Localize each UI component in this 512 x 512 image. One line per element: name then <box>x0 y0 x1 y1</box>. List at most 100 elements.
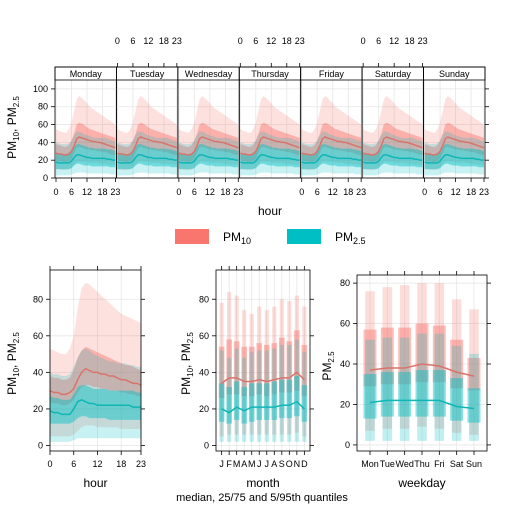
x-tick-label: 18 <box>343 187 353 197</box>
y-tick-label: 0 <box>43 173 48 183</box>
bar-5-95-pm25 <box>417 333 427 441</box>
x-tick-label: N <box>294 459 301 469</box>
median-line-pm10 <box>117 136 178 156</box>
median-line-pm25 <box>369 399 475 410</box>
median-line-pm25 <box>221 400 305 414</box>
y-tick-label: 0 <box>38 441 43 451</box>
legend-label-pm10: PM10 <box>223 230 251 246</box>
y-tick-label: 20 <box>38 155 48 165</box>
x-tick-label: 12 <box>389 36 399 46</box>
y-tick-label: 20 <box>33 404 43 414</box>
x-tick-label: D <box>301 459 308 469</box>
x-tick-label: 6 <box>130 36 135 46</box>
y-tick-label: 0 <box>345 440 350 450</box>
y-tick-label: 80 <box>33 294 43 304</box>
bar-25-75-pm25 <box>233 381 240 420</box>
y-tick-label: 80 <box>38 102 48 112</box>
x-tick-label: Sun <box>466 459 482 469</box>
x-tick-label: M <box>248 459 256 469</box>
bar-5-95-pm10 <box>469 309 479 435</box>
y-axis-title: PM10, PM2.5 <box>5 96 21 159</box>
bar-5-95-pm25 <box>382 337 393 441</box>
bar-5-95-pm25 <box>302 352 307 442</box>
median-line-pm10 <box>221 371 305 384</box>
y-axis-title: PM10, PM2.5 <box>5 332 21 395</box>
x-tick-label: 18 <box>282 36 292 46</box>
bar-25-75-pm10 <box>248 346 255 397</box>
strip-label-tuesday: Tuesday <box>130 69 165 79</box>
bar-5-95-pm25 <box>234 348 239 442</box>
bar-25-75-pm25 <box>398 372 412 417</box>
median-line-pm25 <box>55 154 116 164</box>
x-tick-label: 23 <box>356 187 366 197</box>
bar-5-95-pm10 <box>382 287 393 429</box>
median-line-pm10 <box>362 136 423 156</box>
bar-5-95-pm25 <box>365 339 375 441</box>
x-tick-label: 18 <box>405 36 415 46</box>
bar-25-75-pm25 <box>467 388 481 423</box>
strip-label-monday: Monday <box>70 69 103 79</box>
legend-swatch-pm25 <box>287 229 321 244</box>
bar-25-75-pm25 <box>301 385 308 422</box>
bar-5-95-pm10 <box>264 310 269 435</box>
bar-25-75-pm25 <box>294 376 300 417</box>
x-tick-label: 18 <box>116 459 126 469</box>
x-tick-label: 0 <box>53 187 58 197</box>
bar-25-75-pm25 <box>256 383 263 420</box>
x-tick-label: M <box>233 459 241 469</box>
x-tick-label: 18 <box>466 187 476 197</box>
bar-5-95-pm25 <box>287 344 292 442</box>
x-tick-label: 23 <box>172 36 182 46</box>
bar-25-75-pm10 <box>241 346 248 397</box>
bar-5-95-pm10 <box>272 306 277 435</box>
bar-5-95-pm10 <box>287 301 292 435</box>
x-tick-label: 18 <box>159 36 169 46</box>
median-line-pm10 <box>178 136 239 156</box>
median-line-pm25 <box>424 154 484 164</box>
median-line-pm25 <box>301 154 362 164</box>
bar-5-95-pm10 <box>365 291 375 431</box>
band-5-95-pm25 <box>50 348 141 442</box>
x-axis-title-hour: hour <box>258 204 282 218</box>
panel-border <box>49 269 142 452</box>
figure-caption: median, 25/75 and 5/95th quantiles <box>176 492 348 504</box>
bar-5-95-pm10 <box>302 306 307 437</box>
bar-5-95-pm25 <box>434 333 445 441</box>
x-tick-label: 0 <box>422 187 427 197</box>
median-line-pm10 <box>49 367 142 396</box>
x-tick-label: 0 <box>115 36 120 46</box>
y-tick-label: 80 <box>199 294 209 304</box>
median-line-pm25 <box>240 154 300 164</box>
y-tick-label: 60 <box>38 120 48 130</box>
bar-25-75-pm10 <box>286 341 293 393</box>
bar-25-75-pm25 <box>226 387 232 424</box>
bar-5-95-pm25 <box>399 337 410 441</box>
band-5-95-pm10 <box>50 282 141 437</box>
y-tick-label: 40 <box>199 367 209 377</box>
y-tick-label: 40 <box>340 359 350 369</box>
bar-5-95-pm10 <box>294 295 299 433</box>
x-tick-label: Wed <box>395 459 413 469</box>
y-tick-label: 40 <box>38 137 48 147</box>
x-tick-label: 18 <box>220 187 230 197</box>
bar-25-75-pm25 <box>278 379 285 419</box>
y-tick-label: 100 <box>33 84 48 94</box>
bar-5-95-pm25 <box>469 353 479 441</box>
x-tick-label: S <box>279 459 285 469</box>
bar-25-75-pm10 <box>226 339 232 395</box>
bar-25-75-pm10 <box>363 329 377 387</box>
x-tick-label: 0 <box>47 459 52 469</box>
median-line-pm10 <box>301 136 362 156</box>
x-tick-label: 23 <box>110 187 120 197</box>
bar-25-75-pm10 <box>415 323 429 383</box>
x-tick-label: 0 <box>238 36 243 46</box>
median-line-pm25 <box>362 154 423 164</box>
x-tick-label: 23 <box>295 36 305 46</box>
bar-25-75-pm10 <box>301 344 308 397</box>
x-tick-label: 23 <box>136 459 146 469</box>
bar-5-95-pm10 <box>227 291 232 435</box>
x-axis-title-month: month <box>246 476 279 490</box>
bar-25-75-pm25 <box>218 383 225 422</box>
